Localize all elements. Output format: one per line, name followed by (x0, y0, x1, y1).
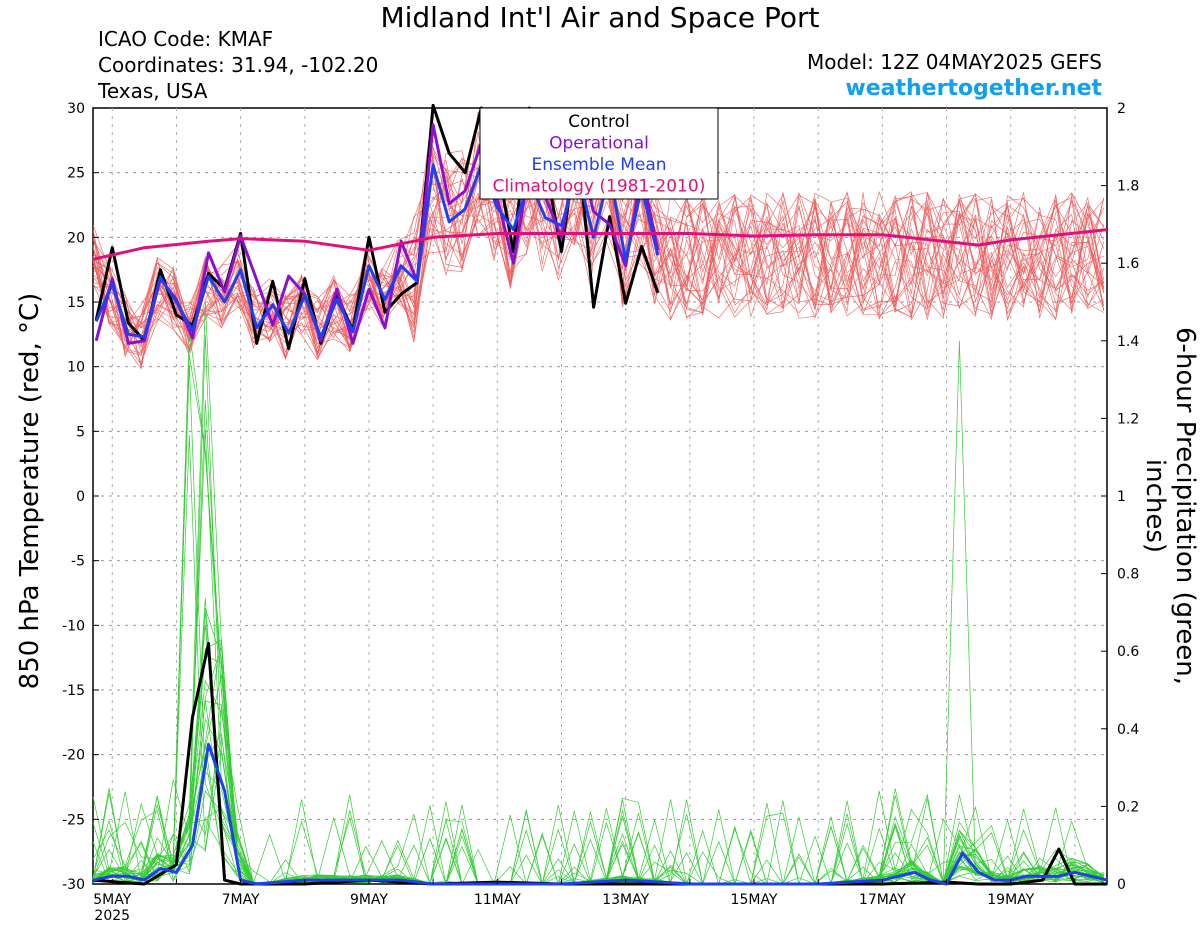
y-tick-label-left: 5 (76, 424, 85, 440)
y-tick-label-left: 30 (67, 101, 85, 117)
y-tick-label-right: 0.6 (1117, 644, 1139, 660)
temp-member-line (92, 138, 1105, 366)
x-tick-label: 13MAY (602, 892, 649, 908)
brand-link[interactable]: weathertogether.net (845, 76, 1102, 101)
x-tick-label: 19MAY (987, 892, 1034, 908)
y-tick-label-left: 20 (67, 230, 85, 246)
ensemble-mean-line (94, 163, 660, 339)
y-tick-label-left: 0 (76, 489, 85, 505)
legend-entry: Control (568, 112, 629, 132)
y-tick-label-left: -20 (62, 748, 85, 764)
y-tick-label-right: 0.8 (1117, 567, 1139, 583)
y-tick-label-left: -25 (62, 812, 85, 828)
icao-code: ICAO Code: KMAF (98, 27, 274, 51)
x-tick-year: 2025 (94, 908, 130, 924)
precip-member-line (92, 355, 1104, 885)
x-tick-label: 17MAY (859, 892, 906, 908)
legend-entry: Climatology (1981-2010) (493, 177, 706, 197)
y-tick-label-left: 25 (67, 166, 85, 182)
precip-member-line (92, 340, 1104, 885)
climatology-line (92, 228, 1108, 261)
y-tick-label-right: 1.8 (1117, 179, 1139, 195)
x-tick-label: 15MAY (731, 892, 778, 908)
legend-entry: Operational (549, 134, 649, 154)
y-tick-label-right: 1.2 (1117, 411, 1139, 427)
y-tick-label-right: 1 (1117, 489, 1126, 505)
y-tick-label-left: -10 (62, 618, 85, 634)
y-tick-label-right: 0.4 (1117, 722, 1139, 738)
legend-box (479, 107, 719, 200)
precip-member-line (92, 428, 1105, 885)
y-tick-label-left: 15 (67, 295, 85, 311)
precip-member-line (92, 363, 1104, 885)
chart-title: Midland Int'l Air and Space Port (380, 1, 820, 34)
model-run: Model: 12Z 04MAY2025 GEFS (807, 50, 1102, 74)
y-tick-label-left: -5 (71, 554, 85, 570)
precip-member-line (92, 639, 1104, 885)
region: Texas, USA (98, 79, 208, 103)
y-tick-label-left: -30 (62, 877, 85, 893)
temp-member-line (92, 113, 1105, 354)
operational-line (94, 123, 660, 345)
y-tick-label-left: 10 (67, 360, 85, 376)
y-tick-label-right: 2 (1117, 101, 1126, 117)
y-tick-label-left: -15 (62, 683, 85, 699)
coordinates: Coordinates: 31.94, -102.20 (98, 53, 379, 77)
legend-entry: Ensemble Mean (531, 155, 666, 175)
precip-member-line (92, 400, 1104, 885)
x-tick-label: 7MAY (222, 892, 260, 908)
x-tick-label: 9MAY (350, 892, 388, 908)
ensemble-mean-precip-line (92, 742, 1108, 886)
precip-member-line (92, 434, 1104, 885)
y-tick-label-right: 0.2 (1117, 799, 1139, 815)
x-tick-label: 5MAY (93, 892, 131, 908)
y-tick-label-right: 1.6 (1117, 256, 1139, 272)
temp-member-line (92, 159, 1104, 343)
control-precip-line (92, 641, 1107, 886)
y-tick-label-right: 1.4 (1117, 334, 1139, 350)
precip-member-line (92, 639, 1105, 886)
precip-member-line (92, 329, 1104, 885)
precip-member-line (92, 334, 1104, 885)
y-tick-label-right: 0 (1117, 877, 1126, 893)
x-tick-label: 11MAY (474, 892, 521, 908)
